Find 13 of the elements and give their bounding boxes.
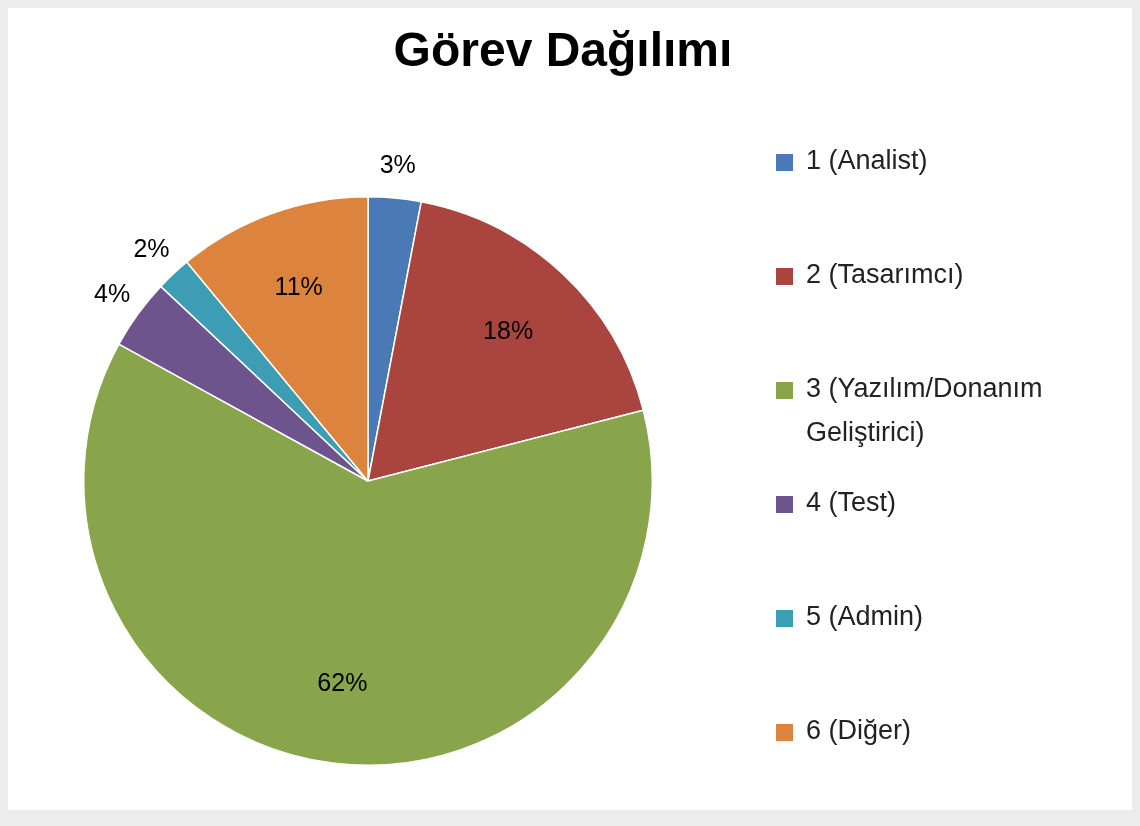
data-label: 4%	[94, 279, 131, 307]
legend-label: 4 (Test)	[806, 487, 897, 517]
legend-label: 1 (Analist)	[806, 145, 928, 175]
legend-label: 3 (Yazılım/Donanım Geliştirici)	[806, 373, 1043, 447]
legend-label: 5 (Admin)	[806, 601, 924, 631]
data-label: 18%	[483, 315, 534, 344]
chart-title: Görev Dağılımı	[392, 22, 734, 77]
data-label: 62%	[317, 667, 368, 696]
data-label: 11%	[274, 272, 323, 301]
legend-label: 2 (Tasarımcı)	[806, 259, 964, 289]
data-label: 2%	[133, 234, 170, 263]
legend-label: 6 (Diğer)	[806, 715, 912, 745]
data-label: 3%	[379, 150, 416, 179]
